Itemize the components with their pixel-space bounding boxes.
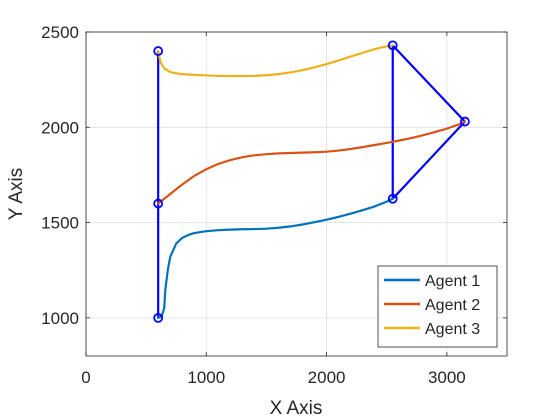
formation-link — [391, 120, 466, 200]
formation-link — [391, 44, 466, 123]
axis-ticks: 0 1000 2000 3000 1000 1500 2000 2500 — [41, 23, 507, 387]
formation-marker — [387, 40, 398, 51]
formation-marker — [387, 193, 398, 204]
x-tick-label: 2000 — [308, 368, 346, 387]
x-tick-label: 0 — [81, 368, 90, 387]
series-line-agent-1 — [157, 197, 394, 319]
y-tick-label: 2500 — [41, 23, 79, 42]
series-lines — [157, 44, 466, 319]
formation-markers — [153, 40, 470, 323]
formation-marker — [153, 46, 164, 56]
formation-marker — [459, 116, 470, 127]
formation-marker — [153, 198, 164, 209]
series-line-agent-2 — [157, 120, 466, 205]
x-axis-label: X Axis — [270, 398, 323, 419]
series-line-agent-3 — [157, 44, 394, 78]
legend-label-agent-1: Agent 1 — [425, 273, 480, 290]
legend-label-agent-3: Agent 3 — [425, 321, 480, 338]
y-tick-label: 1500 — [41, 214, 79, 233]
y-tick-label: 1000 — [41, 309, 79, 328]
legend: Agent 1 Agent 2 Agent 3 — [377, 265, 498, 348]
x-tick-label: 1000 — [187, 368, 225, 387]
plot-frame — [85, 31, 508, 357]
legend-label-agent-2: Agent 2 — [425, 297, 480, 314]
y-axis-label: Y Axis — [6, 168, 27, 220]
formation-links — [157, 44, 466, 318]
x-tick-label: 3000 — [428, 368, 466, 387]
formation-marker — [153, 312, 164, 323]
y-tick-label: 2000 — [41, 118, 79, 137]
